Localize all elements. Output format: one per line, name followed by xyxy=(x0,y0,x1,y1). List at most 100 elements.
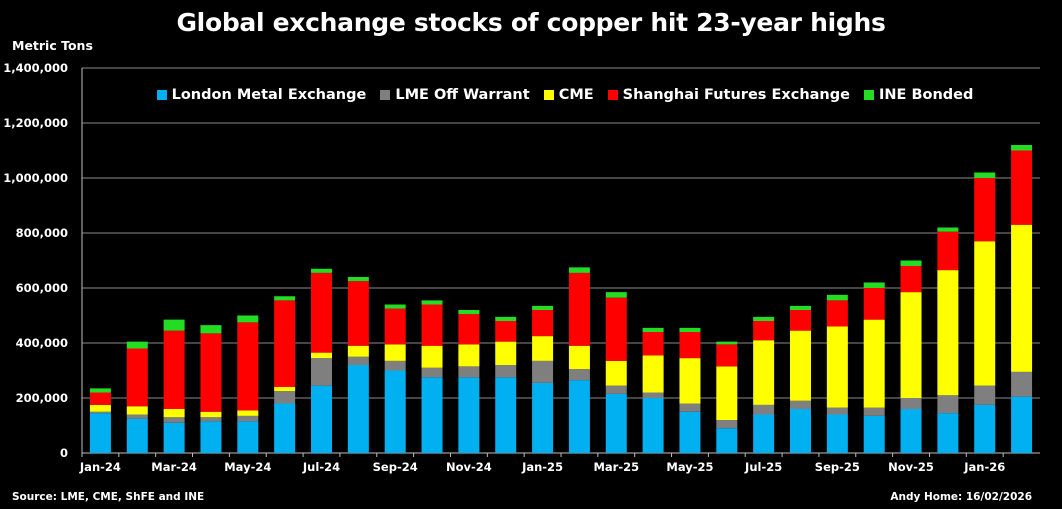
bar-segment xyxy=(716,366,738,420)
bar-segment xyxy=(900,260,922,266)
bar-segment xyxy=(200,333,222,412)
bar-segment xyxy=(237,315,259,323)
bar-segment xyxy=(89,411,111,414)
bar-segment xyxy=(568,369,590,381)
bar-segment xyxy=(237,415,259,422)
legend-item: LME Off Warrant xyxy=(380,87,530,103)
legend-item: Shanghai Futures Exchange xyxy=(607,87,850,103)
bar-segment xyxy=(863,407,885,416)
y-tick-label: 1,200,000 xyxy=(3,116,68,130)
bar-segment xyxy=(458,377,480,453)
bar-segment xyxy=(237,322,259,411)
bar-segment xyxy=(532,305,554,310)
bar-segment xyxy=(826,294,848,301)
bar-segment xyxy=(753,340,775,405)
y-tick-label: 1,400,000 xyxy=(3,61,68,75)
bar-segment xyxy=(126,348,148,407)
bar-segment xyxy=(311,358,332,386)
bar-segment xyxy=(163,319,185,331)
bar-segment xyxy=(605,393,627,453)
bar-segment xyxy=(495,316,517,321)
bar-segment xyxy=(937,270,959,396)
legend: London Metal Exchange LME Off Warrant CME S… xyxy=(0,87,1062,103)
bar-segment xyxy=(347,345,369,357)
legend-swatch xyxy=(607,90,618,100)
bar-segment xyxy=(421,300,443,305)
bar-segment xyxy=(974,404,996,453)
bar-segment xyxy=(900,266,922,293)
x-tick-label: Jul-25 xyxy=(744,460,782,474)
x-tick-label: Sep-25 xyxy=(815,460,860,474)
bar-segment xyxy=(642,355,664,393)
y-tick-label: 0 xyxy=(60,446,68,460)
bar-segment xyxy=(1011,145,1033,151)
bar-segment xyxy=(826,414,848,453)
bar-segment xyxy=(790,409,811,453)
bar-segment xyxy=(863,288,885,320)
bar-segment xyxy=(642,327,664,332)
bar-segment xyxy=(790,330,811,401)
bar-segment xyxy=(311,352,332,359)
x-tick-label: Jan-25 xyxy=(521,460,563,474)
bar-segment xyxy=(347,365,369,453)
bar-segment xyxy=(126,341,148,349)
bar-segment xyxy=(1011,371,1033,397)
bar-segment xyxy=(200,417,222,422)
bar-segment xyxy=(826,300,848,327)
bar-segment xyxy=(568,345,590,370)
bar-segment xyxy=(679,332,701,359)
x-tick-label: Nov-25 xyxy=(888,460,934,474)
bar-segment xyxy=(790,305,811,310)
bar-segment xyxy=(863,282,885,288)
bar-segment xyxy=(532,382,554,453)
bar-segment xyxy=(568,267,590,273)
bar-segment xyxy=(274,300,296,387)
y-tick-label: 1,000,000 xyxy=(3,171,68,185)
bar-segment xyxy=(937,413,959,453)
x-tick-label: Sep-24 xyxy=(373,460,418,474)
bar-segment xyxy=(568,380,590,453)
bar-segment xyxy=(163,417,185,423)
x-tick-label: Nov-24 xyxy=(446,460,492,474)
y-tick-label: 800,000 xyxy=(16,226,68,240)
legend-item: INE Bonded xyxy=(863,87,973,103)
x-tick-label: May-25 xyxy=(666,460,713,474)
bar-segment xyxy=(900,398,922,409)
bar-segment xyxy=(311,385,332,453)
bar-segment xyxy=(753,414,775,453)
legend-swatch xyxy=(156,90,167,100)
bar-segment xyxy=(753,321,775,341)
bar-segment xyxy=(495,377,517,453)
y-tick-label: 600,000 xyxy=(16,281,68,295)
bar-segment xyxy=(900,409,922,453)
bar-segment xyxy=(163,422,185,453)
chart-title: Global exchange stocks of copper hit 23-… xyxy=(176,8,886,37)
bar-segment xyxy=(89,392,111,405)
bar-segment xyxy=(458,314,480,345)
bar-segment xyxy=(532,336,554,361)
bar-segment xyxy=(532,310,554,337)
bar-segment xyxy=(1011,224,1033,372)
bar-segment xyxy=(679,411,701,453)
bar-segment xyxy=(605,297,627,361)
y-axis-title: Metric Tons xyxy=(12,38,93,53)
bar-segment xyxy=(384,308,406,345)
bar-segment xyxy=(89,413,111,453)
bar-segment xyxy=(863,319,885,408)
legend-swatch xyxy=(380,90,391,100)
legend-item: London Metal Exchange xyxy=(156,87,366,103)
bar-segment xyxy=(495,321,517,342)
legend-label: CME xyxy=(558,87,594,103)
bar-segment xyxy=(605,292,627,298)
bar-segment xyxy=(937,395,959,414)
bar-segment xyxy=(826,407,848,415)
x-tick-label: Mar-25 xyxy=(593,460,639,474)
bar-segment xyxy=(716,420,738,429)
bar-segment xyxy=(532,360,554,383)
bar-segment xyxy=(89,388,111,393)
bar-segment xyxy=(126,414,148,419)
bar-segment xyxy=(974,241,996,386)
legend-swatch xyxy=(543,90,554,100)
bar-segment xyxy=(753,404,775,415)
bar-segment xyxy=(642,332,664,356)
